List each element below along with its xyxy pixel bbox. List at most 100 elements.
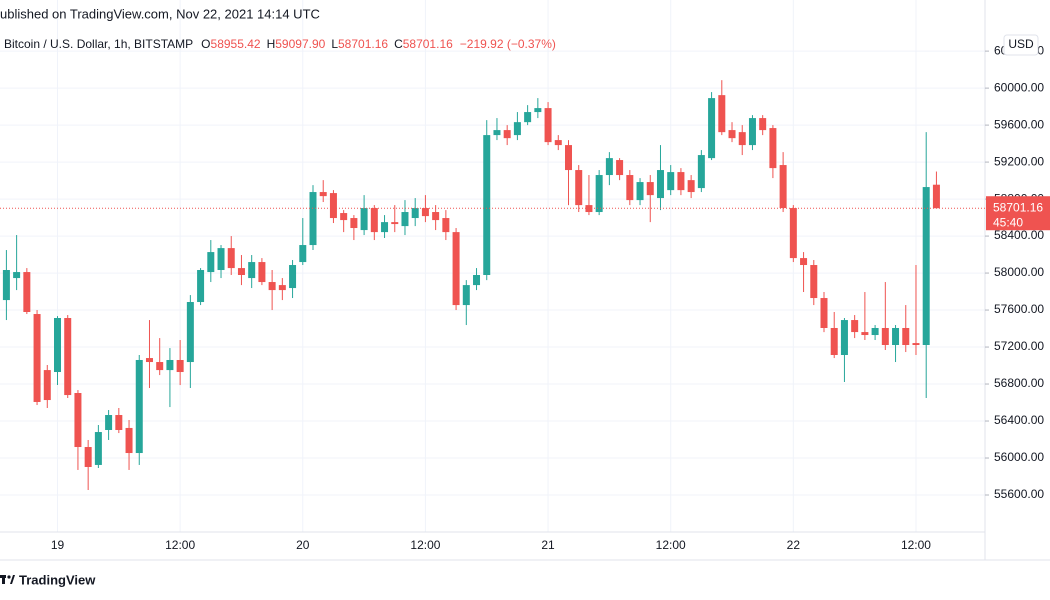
- y-tick-label: 60000.00: [994, 80, 1044, 94]
- legend-item: O: [201, 37, 210, 51]
- y-tick-label: 56000.00: [994, 450, 1044, 464]
- candle-body: [656, 170, 664, 199]
- x-tick-label: 12:00: [901, 538, 931, 552]
- candle-body: [2, 270, 10, 301]
- last-price-box: [986, 196, 1050, 231]
- candle-body: [135, 359, 143, 454]
- y-tick-label: 59200.00: [994, 154, 1044, 168]
- legend-item: Bitcoin / U.S. Dollar, 1h, BITSTAMP: [4, 37, 193, 51]
- candle-body: [64, 318, 72, 396]
- candle-body: [105, 415, 113, 430]
- candle-body: [554, 140, 562, 146]
- candle-body: [370, 208, 378, 233]
- candle-body: [84, 447, 92, 467]
- y-tick-label: 58000.00: [994, 265, 1044, 279]
- candle-body: [309, 192, 317, 246]
- candle-body: [544, 108, 552, 143]
- candle-body: [748, 118, 756, 146]
- candle-body: [902, 327, 910, 346]
- candle-body: [278, 285, 286, 291]
- last-price-label: 58701.16: [993, 200, 1043, 214]
- candle-body: [677, 172, 685, 191]
- candle-body: [728, 130, 736, 139]
- legend-item: −219.92 (−0.37%): [460, 37, 556, 51]
- candle-body: [54, 318, 61, 373]
- candle-body: [687, 180, 695, 193]
- candle-body: [401, 212, 409, 227]
- x-tick-label: 20: [296, 538, 310, 552]
- candle-body: [360, 208, 368, 231]
- candle-body: [197, 270, 205, 303]
- candles: [2, 80, 940, 491]
- candle-body: [462, 285, 470, 306]
- candle-body: [892, 327, 900, 346]
- candle-body: [493, 130, 501, 136]
- header: ublished on TradingView.com, Nov 22, 202…: [0, 6, 320, 21]
- candle-body: [43, 370, 51, 401]
- candle-body: [636, 182, 644, 201]
- candle-body: [411, 208, 419, 219]
- candle-body: [350, 218, 358, 229]
- candle-body: [575, 170, 583, 206]
- candle-body: [381, 222, 389, 233]
- candle-body: [646, 182, 654, 196]
- candle-body: [840, 320, 848, 355]
- candle-body: [708, 98, 716, 159]
- x-tick-label: 21: [541, 538, 555, 552]
- candle-body: [33, 314, 41, 402]
- legend-item: 58701.16: [403, 37, 453, 51]
- currency: USD: [1008, 37, 1034, 51]
- candle-body: [565, 145, 572, 171]
- candle-body: [166, 359, 174, 371]
- candle-body: [503, 130, 511, 139]
- candle-body: [299, 245, 307, 263]
- candle-body: [605, 158, 613, 176]
- legend-item: L: [331, 37, 338, 51]
- candle-body: [391, 222, 399, 225]
- y-tick-label: 56800.00: [994, 376, 1044, 390]
- candle-body: [759, 118, 767, 131]
- candle-body: [156, 362, 164, 371]
- candle-body: [779, 165, 787, 209]
- candle-body: [452, 232, 460, 306]
- candle-body: [912, 343, 920, 346]
- candle-body: [115, 415, 123, 430]
- candle-body: [616, 160, 624, 176]
- candle-body: [258, 262, 266, 283]
- y-tick-label: 57600.00: [994, 302, 1044, 316]
- candle-body: [176, 359, 184, 373]
- countdown: 45:40: [993, 215, 1023, 229]
- candle-body: [289, 265, 297, 289]
- candle-body: [23, 272, 31, 312]
- candle-body: [513, 122, 521, 136]
- candle-body: [667, 172, 675, 191]
- y-tick-label: 58400.00: [994, 228, 1044, 242]
- x-tick-label: 12:00: [165, 538, 195, 552]
- candle-body: [810, 265, 818, 299]
- candle-body: [871, 327, 879, 336]
- x-tick-label: 19: [51, 538, 65, 552]
- legend-item: C: [394, 37, 403, 51]
- candle-body: [769, 128, 777, 169]
- branding: TradingView: [19, 572, 96, 587]
- legend-item: 58701.16: [338, 37, 388, 51]
- y-tick-label: 59600.00: [994, 117, 1044, 131]
- candle-body: [626, 175, 634, 201]
- candle-body: [442, 218, 450, 233]
- candle-body: [830, 327, 838, 355]
- candle-body: [248, 262, 256, 279]
- candle-body: [851, 320, 859, 333]
- x-tick-label: 22: [787, 538, 801, 552]
- currency-box: [1003, 34, 1039, 56]
- y-tick-label: 56400.00: [994, 413, 1044, 427]
- candle-body: [186, 302, 194, 363]
- legend-item: 58955.42: [211, 37, 261, 51]
- candle-body: [268, 282, 276, 291]
- candle-body: [697, 155, 705, 189]
- legend-item: H: [267, 37, 276, 51]
- candle-body: [483, 135, 491, 276]
- candle-body: [217, 248, 225, 271]
- candle-body: [534, 108, 542, 113]
- candle-body: [94, 432, 102, 465]
